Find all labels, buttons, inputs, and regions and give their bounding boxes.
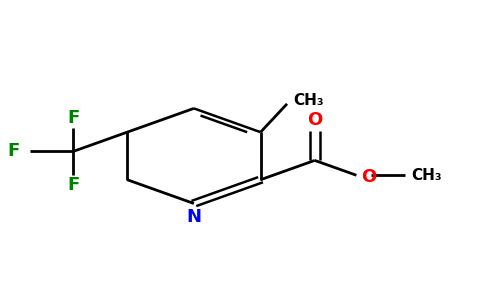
Text: CH₃: CH₃ [293, 93, 324, 108]
Text: O: O [361, 168, 376, 186]
Text: O: O [307, 111, 322, 129]
Text: N: N [186, 208, 201, 226]
Text: F: F [67, 176, 79, 194]
Text: F: F [67, 109, 79, 127]
Text: F: F [8, 142, 20, 160]
Text: CH₃: CH₃ [411, 168, 441, 183]
